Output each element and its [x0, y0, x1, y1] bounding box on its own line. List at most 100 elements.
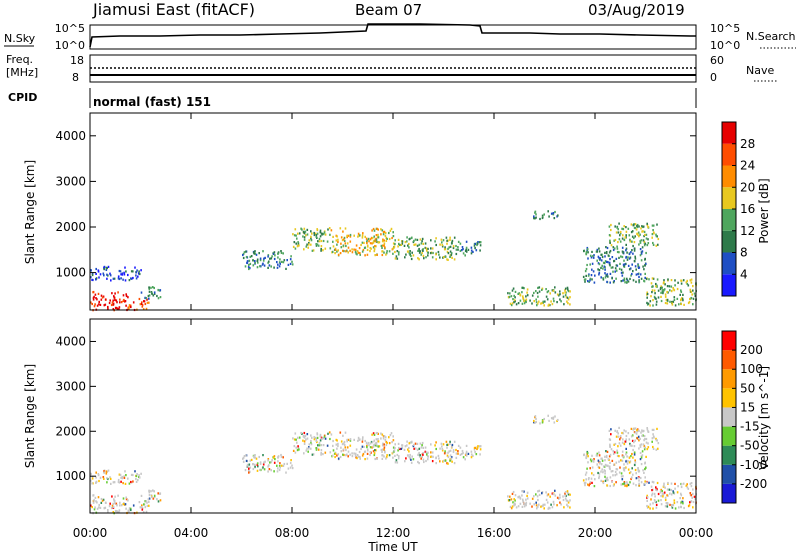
velocity-echo-cell [405, 457, 407, 460]
velocity-echo-cell [259, 468, 261, 471]
velocity-echo-cell [270, 461, 273, 464]
velocity-echo-cell [464, 458, 466, 461]
velocity-echo-cell [278, 468, 281, 472]
velocity-echo-cell [351, 452, 353, 455]
velocity-echo-cell [533, 495, 535, 498]
power-echo-cell [362, 248, 365, 252]
velocity-echo-cell [416, 442, 419, 445]
velocity-echo-cell [625, 447, 627, 450]
velocity-echo-cell [375, 449, 377, 452]
power-echo-cell [440, 238, 443, 241]
velocity-echo-cell [531, 497, 534, 500]
velocity-echo-cell [447, 455, 450, 459]
power-echo-cell [641, 250, 644, 253]
power-echo-cell [614, 225, 616, 228]
velocity-echo-cell [447, 443, 449, 446]
velocity-echo-cell [107, 477, 109, 481]
velocity-echo-cell [645, 466, 647, 469]
power-echo-cell [694, 294, 697, 297]
velocity-echo-cell [641, 429, 643, 432]
velocity-echo-cell [392, 451, 394, 454]
velocity-echo-cell [244, 469, 247, 472]
power-echo-cell [329, 233, 331, 236]
power-echo-cell [589, 279, 591, 282]
velocity-echo-cell [655, 488, 657, 491]
velocity-echo-cell [603, 469, 606, 472]
velocity-echo-cell [432, 455, 434, 458]
velocity-echo-cell [585, 456, 588, 460]
power-echo-cell [607, 254, 610, 257]
velocity-echo-cell [114, 495, 116, 498]
power-echo-cell [674, 279, 676, 282]
power-echo-cell [355, 244, 358, 247]
velocity-echo-cell [642, 434, 644, 437]
power-echo-cell [682, 299, 684, 302]
power-echo-cell [337, 240, 339, 244]
velocity-echo-cell [602, 481, 605, 485]
power-echo-cell [264, 256, 266, 259]
velocity-echo-cell [638, 447, 640, 450]
power-echo-cell [302, 235, 304, 238]
power-echo-cell [609, 249, 612, 253]
velocity-echo-cell [623, 429, 625, 432]
power-echo-cell [317, 244, 320, 247]
velocity-echo-cell [104, 506, 107, 509]
velocity-echo-cell [585, 478, 587, 481]
power-echo-cell [620, 268, 623, 271]
power-colorbar-swatch [722, 187, 736, 209]
power-echo-cell [138, 297, 141, 301]
velocity-echo-cell [622, 467, 625, 470]
power-echo-cell [536, 291, 539, 295]
power-echo-cell [645, 277, 648, 281]
power-echo-cell [526, 288, 529, 291]
power-echo-layer [90, 210, 697, 312]
velocity-echo-cell [607, 464, 609, 467]
velocity-echo-cell [611, 470, 614, 473]
velocity-echo-cell [441, 449, 444, 452]
power-echo-cell [609, 239, 611, 242]
power-echo-cell [135, 271, 138, 274]
power-echo-cell [638, 243, 640, 246]
velocity-echo-cell [408, 446, 410, 450]
velocity-echo-cell [585, 471, 588, 474]
power-echo-cell [533, 216, 535, 219]
velocity-echo-cell [604, 479, 607, 482]
power-echo-cell [418, 249, 420, 252]
power-echo-cell [308, 239, 311, 242]
power-echo-cell [297, 232, 299, 235]
power-echo-cell [343, 250, 345, 253]
power-echo-cell [614, 267, 617, 270]
power-echo-cell [640, 239, 643, 242]
power-echo-cell [464, 254, 466, 257]
power-echo-cell [459, 249, 462, 252]
power-echo-cell [151, 292, 153, 295]
velocity-echo-cell [543, 417, 545, 421]
power-echo-cell [596, 250, 598, 253]
velocity-echo-cell [148, 489, 150, 492]
power-echo-cell [563, 303, 565, 306]
velocity-echo-cell [397, 457, 400, 460]
power-echo-cell [305, 234, 307, 237]
noise-left-tick-top: 10^5 [55, 22, 85, 35]
power-echo-cell [622, 251, 624, 254]
velocity-echo-cell [631, 434, 634, 437]
x-tick-label: 12:00 [376, 526, 411, 540]
power-echo-cell [584, 270, 587, 273]
velocity-echo-cell [132, 480, 134, 483]
velocity-echo-cell [451, 443, 454, 447]
velocity-echo-cell [613, 463, 615, 466]
velocity-echo-cell [308, 446, 310, 449]
velocity-echo-cell [663, 484, 665, 487]
power-echo-cell [107, 307, 109, 310]
velocity-echo-cell [122, 503, 125, 506]
power-echo-cell [294, 247, 297, 250]
power-echo-cell [623, 238, 626, 241]
power-echo-cell [526, 294, 529, 297]
power-echo-cell [651, 233, 654, 236]
power-echo-cell [118, 277, 121, 281]
power-echo-cell [112, 308, 115, 311]
velocity-echo-cell [453, 462, 456, 465]
power-echo-cell [643, 268, 645, 271]
power-echo-cell [247, 265, 250, 268]
velocity-echo-cell [592, 458, 594, 462]
